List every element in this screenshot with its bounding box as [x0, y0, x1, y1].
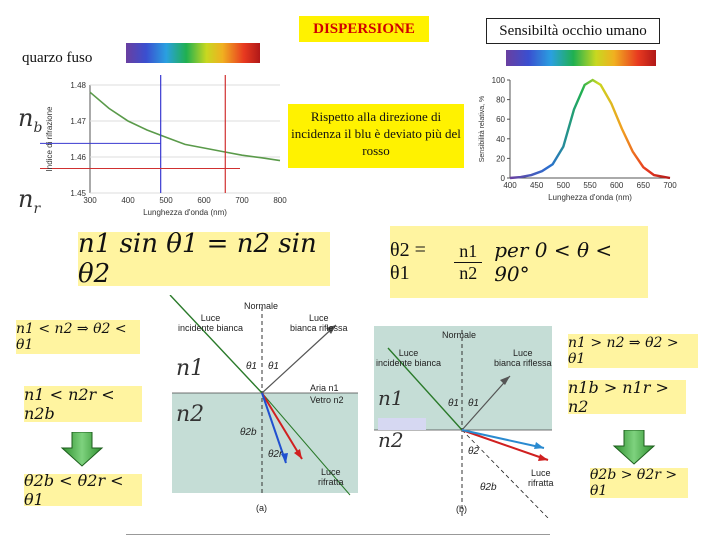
y-tick-label: 0 [501, 174, 506, 183]
dispersion-note: Rispetto alla direzione di incidenza il … [288, 104, 464, 168]
fraction-numerator: n1 [459, 240, 478, 261]
label-theta2b-a: θ2b [240, 427, 257, 438]
n1-label-a: n1 [176, 356, 205, 381]
x-tick-label: 600 [610, 181, 624, 190]
y-tick-label: 1.45 [70, 189, 86, 198]
label-incident-a: Luce incidente bianca [178, 313, 244, 333]
y-tick-label: 1.48 [70, 81, 86, 90]
y-tick-label: 60 [496, 115, 505, 124]
sensitivity-title: Sensibiltà occhio umano [486, 18, 660, 44]
glass-region-b [374, 326, 552, 430]
label-reflected-a: Luce bianca riflessa [290, 313, 348, 333]
page-title: DISPERSIONE [299, 16, 429, 42]
x-tick-label: 450 [530, 181, 544, 190]
y-axis-label: Sensibilità relativa, % [479, 96, 486, 163]
bottom-line [126, 534, 550, 535]
label-incident-b: Luce incidente bianca [376, 348, 442, 368]
dispersion-curve [89, 91, 281, 162]
caption-a: (a) [256, 503, 267, 513]
label-reflected-b: Luce bianca riflessa [494, 348, 552, 368]
label-theta2b-b: θ2b [480, 482, 497, 493]
x-tick-label: 600 [197, 196, 211, 205]
left-condition-1: n1 < n2 ⇒ θ2 < θ1 [16, 320, 140, 354]
left-down-arrow-icon [60, 431, 104, 473]
x-tick-label: 700 [663, 181, 677, 190]
label-theta1p-a: θ1 [268, 361, 279, 372]
fraction-denominator: n2 [459, 262, 478, 283]
theta2-formula: θ2 = θ1 n1 n2 per 0 < θ < 90° [390, 226, 648, 298]
x-tick-label: 500 [159, 196, 173, 205]
right-result: θ2b > θ2r > θ1 [590, 467, 688, 499]
n1-label-b: n1 [378, 386, 404, 410]
y-tick-label: 100 [492, 76, 506, 85]
x-tick-label: 650 [637, 181, 651, 190]
sensitivity-curve [509, 78, 671, 180]
label-refracted-a: Luce rifratta [318, 467, 344, 487]
n2-label-a: n2 [176, 402, 205, 427]
snell-law: n1 sin θ1 = n2 sin θ2 [78, 229, 330, 289]
label-normal-b: Normale [442, 330, 477, 340]
label-glass-a: Vetro n2 [310, 395, 344, 405]
caption-b: (b) [456, 504, 467, 514]
left-result: θ2b < θ2r < θ1 [24, 471, 142, 509]
label-theta2-b: θ2 [468, 446, 479, 457]
label-air-a: Aria n1 [310, 383, 339, 393]
x-tick-label: 550 [583, 181, 597, 190]
left-condition-2: n1 < n2r < n2b [24, 385, 142, 423]
n2-marker-b [378, 418, 426, 430]
x-axis-label: Lunghezza d'onda (nm) [143, 208, 227, 217]
nb-symbol: nb [18, 104, 43, 136]
spectrum-bar-top [126, 43, 260, 63]
diagram-a: Normale Luce incidente bianca Luce bianc… [150, 295, 360, 515]
y-tick-label: 1.47 [70, 117, 86, 126]
label-normal-a: Normale [244, 301, 279, 311]
x-tick-label: 400 [503, 181, 517, 190]
label-refracted-b: Luce rifratta [528, 468, 554, 488]
y-tick-label: 1.46 [70, 153, 86, 162]
x-tick-label: 500 [557, 181, 571, 190]
right-down-arrow-icon [612, 429, 656, 471]
label-theta1p-b: θ1 [468, 398, 479, 409]
diagram-b: Normale Luce incidente bianca Luce bianc… [368, 318, 558, 518]
label-theta1-a: θ1 [246, 361, 257, 372]
nr-symbol: nr [18, 185, 41, 217]
y-tick-label: 20 [496, 154, 505, 163]
x-tick-label: 300 [83, 196, 97, 205]
x-tick-label: 700 [235, 196, 249, 205]
x-tick-label: 800 [273, 196, 287, 205]
y-axis-label: Indice di rifrazione [45, 106, 54, 171]
x-tick-label: 400 [121, 196, 135, 205]
y-tick-label: 40 [496, 135, 505, 144]
material-label: quarzo fuso [22, 50, 93, 66]
n2-label-b: n2 [378, 428, 404, 452]
spectrum-bar-sensitivity [506, 50, 656, 66]
label-theta1-b: θ1 [448, 398, 459, 409]
label-theta2r-a: θ2r [268, 449, 283, 460]
glass-region-a [172, 393, 358, 493]
right-condition-2: n1b > n1r > n2 [568, 378, 686, 416]
right-condition-1: n1 > n2 ⇒ θ2 > θ1 [568, 334, 698, 368]
sensitivity-chart: 0 20 40 60 80 100 400 450 500 550 600 650 700 Lunghez… [479, 76, 677, 202]
y-tick-label: 80 [496, 96, 505, 105]
x-axis-label: Lunghezza d'onda (nm) [548, 193, 632, 202]
